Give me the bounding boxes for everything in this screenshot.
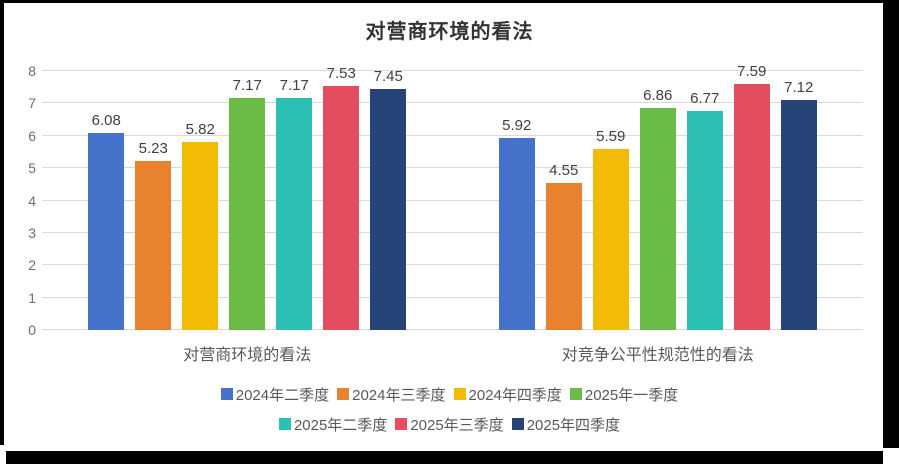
bar-2025年二季度[interactable]: 7.17 xyxy=(276,77,313,330)
frame-border-left xyxy=(0,0,4,445)
legend-item-2025年二季度[interactable]: 2025年二季度 xyxy=(278,414,388,435)
bar-group: 5.92 4.55 5.59 6.86 6.77 7.59 7.12 xyxy=(453,63,864,330)
category-label: 对营商环境的看法 xyxy=(183,347,312,364)
legend-item-label: 2025年三季度 xyxy=(410,416,504,434)
y-axis-tick-label: 5 xyxy=(28,160,36,177)
y-axis-tick-label: 6 xyxy=(28,127,36,144)
bar-value-label: 7.17 xyxy=(279,76,309,94)
legend-swatch-icon xyxy=(511,418,524,430)
legend-item-2024年二季度[interactable]: 2024年二季度 xyxy=(220,384,330,405)
bar-2024年二季度[interactable]: 5.92 xyxy=(498,117,535,330)
bar-2025年一季度[interactable]: 6.86 xyxy=(639,87,676,330)
legend-swatch-icon xyxy=(395,418,408,430)
y-axis-tick-label: 8 xyxy=(28,63,36,79)
y-axis-tick-label: 4 xyxy=(28,192,36,209)
y-axis-tick-label: 0 xyxy=(28,322,36,338)
legend-item-2024年四季度[interactable]: 2024年四季度 xyxy=(453,384,562,405)
bar-value-label: 7.12 xyxy=(784,78,814,96)
chart-title: 对营商环境的看法 xyxy=(365,19,534,43)
legend-item-label: 2024年三季度 xyxy=(352,386,446,404)
legend-swatch-icon xyxy=(278,418,291,430)
bar-value-label: 5.92 xyxy=(502,117,532,135)
plot-area: 6.08 5.23 5.82 7.17 7.17 7.53 7.45 5.92 4.55 5.5… xyxy=(42,63,864,330)
bar-value-label: 6.77 xyxy=(690,89,720,107)
legend-swatch-icon xyxy=(453,388,466,400)
legend-item-label: 2025年四季度 xyxy=(526,416,621,434)
category-label: 对竞争公平性规范性的看法 xyxy=(561,347,754,364)
legend-swatch-icon xyxy=(220,388,233,400)
bar-value-label: 7.45 xyxy=(373,67,403,85)
bar-2024年二季度[interactable]: 6.08 xyxy=(88,112,125,330)
legend-item-label: 2025年一季度 xyxy=(584,386,679,404)
bar-value-label: 4.55 xyxy=(549,161,579,179)
legend: 2024年二季度 2024年三季度 2024年四季度 2025年一季度 2025年二季度… xyxy=(0,379,899,439)
legend-item-2025年三季度[interactable]: 2025年三季度 xyxy=(395,414,504,435)
bar-2024年四季度[interactable]: 5.82 xyxy=(182,121,219,330)
x-axis-category-labels: 对营商环境的看法 对竞争公平性规范性的看法 xyxy=(42,341,863,365)
legend-item-label: 2024年四季度 xyxy=(468,386,562,404)
bar-2024年四季度[interactable]: 5.59 xyxy=(592,128,629,330)
gridline xyxy=(42,296,863,298)
gridline xyxy=(42,70,863,71)
gridline xyxy=(42,199,863,201)
bar-value-label: 7.59 xyxy=(737,63,767,81)
bar-2025年四季度[interactable]: 7.45 xyxy=(370,68,407,330)
gridline xyxy=(42,329,863,330)
legend-item-label: 2024年二季度 xyxy=(235,386,330,404)
bar-value-label: 6.86 xyxy=(643,86,673,104)
gridline xyxy=(42,134,863,136)
legend-swatch-icon xyxy=(569,388,582,400)
y-axis-tick-label: 7 xyxy=(28,95,36,112)
bar-value-label: 7.17 xyxy=(232,76,262,94)
bar-value-label: 7.53 xyxy=(326,65,356,83)
frame-border-right xyxy=(883,2,899,448)
bar-value-label: 6.08 xyxy=(91,112,121,130)
frame-border-bottom xyxy=(6,451,883,464)
bar-value-label: 5.23 xyxy=(138,139,168,157)
frame-border-top xyxy=(0,0,899,3)
bar-2025年二季度[interactable]: 6.77 xyxy=(686,90,723,330)
y-axis-tick-label: 2 xyxy=(28,257,36,274)
bar-2025年三季度[interactable]: 7.53 xyxy=(323,65,360,330)
y-axis: 0 1 2 3 4 5 6 7 8 xyxy=(0,64,36,337)
bar-2025年四季度[interactable]: 7.12 xyxy=(780,79,817,330)
bar-group: 6.08 5.23 5.82 7.17 7.17 7.53 7.45 xyxy=(42,65,453,330)
legend-row: 2024年二季度 2024年三季度 2024年四季度 2025年一季度 xyxy=(0,379,899,409)
legend-item-2025年一季度[interactable]: 2025年一季度 xyxy=(569,384,679,405)
gridline xyxy=(42,102,863,104)
y-axis-tick-label: 3 xyxy=(28,224,36,241)
bar-2025年三季度[interactable]: 7.59 xyxy=(733,63,770,330)
bar-2025年一季度[interactable]: 7.17 xyxy=(229,77,266,330)
bar-2024年三季度[interactable]: 5.23 xyxy=(135,140,172,330)
bar-value-label: 5.82 xyxy=(185,120,215,138)
bar-value-label: 5.59 xyxy=(596,128,626,146)
legend-row: 2025年二季度 2025年三季度 2025年四季度 xyxy=(0,409,899,439)
legend-item-2024年三季度[interactable]: 2024年三季度 xyxy=(337,384,446,405)
legend-item-2025年四季度[interactable]: 2025年四季度 xyxy=(511,414,621,435)
legend-item-label: 2025年二季度 xyxy=(293,416,388,434)
bar-2024年三季度[interactable]: 4.55 xyxy=(545,162,582,330)
gridline xyxy=(42,231,863,233)
gridline xyxy=(42,167,863,169)
legend-swatch-icon xyxy=(337,388,350,400)
y-axis-tick-label: 1 xyxy=(28,289,36,306)
gridline xyxy=(42,264,863,266)
